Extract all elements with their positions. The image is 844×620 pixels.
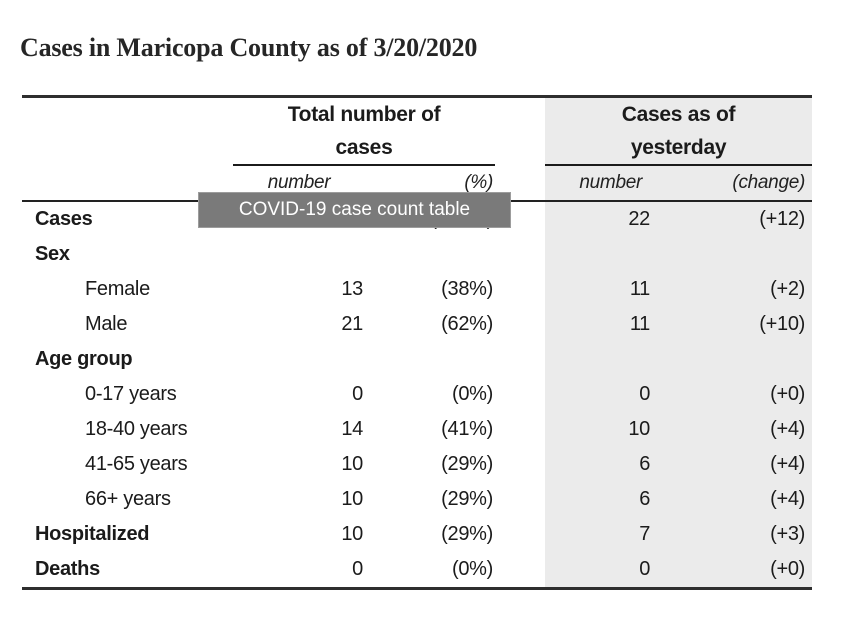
table-row-hospitalized: Hospitalized 10 (29%) 7 (+3)	[22, 517, 813, 552]
covid-cases-table[interactable]: Total number of cases Cases as of yester…	[22, 95, 813, 590]
column-gap	[495, 517, 545, 552]
cell-yesterday-change	[650, 342, 813, 377]
cell-yesterday-change: (+4)	[650, 482, 813, 517]
row-label: Female	[85, 278, 150, 300]
row-label: Deaths	[35, 558, 100, 580]
cell-yesterday-number	[545, 237, 651, 272]
column-gap	[495, 447, 545, 482]
column-gap	[495, 377, 545, 412]
table-row-age-group: Age group	[22, 342, 813, 377]
cases-table: Total number of cases Cases as of yester…	[22, 95, 813, 590]
column-gap	[495, 412, 545, 447]
table-row-66-plus-years: 66+ years 10 (29%) 6 (+4)	[22, 482, 813, 517]
cell-total-number	[233, 342, 365, 377]
row-label: 41-65 years	[85, 453, 188, 475]
row-label: Hospitalized	[35, 523, 150, 545]
cell-yesterday-change: (+4)	[650, 412, 813, 447]
empty-corner-cell	[22, 97, 233, 166]
cell-total-number: 10	[341, 488, 363, 510]
subheader-yesterday-change: (change)	[650, 165, 813, 202]
row-label: Age group	[35, 348, 133, 370]
row-label: 18-40 years	[85, 418, 188, 440]
cell-yesterday-change: (+10)	[650, 307, 813, 342]
cell-yesterday-number: 11	[545, 272, 650, 307]
cell-yesterday-number	[545, 342, 651, 377]
cell-total-pct: (62%)	[441, 313, 494, 335]
cell-yesterday-change: (+12)	[650, 201, 813, 237]
table-row-cases: Cases 34 (100%) 22 (+12)	[22, 201, 813, 237]
cell-total-number: 0	[352, 383, 363, 405]
cell-yesterday-number: 6	[545, 447, 650, 482]
cell-total-pct: (29%)	[441, 523, 494, 545]
column-gap	[495, 272, 545, 307]
row-label: Cases	[35, 208, 93, 230]
cell-yesterday-change: (+4)	[650, 447, 813, 482]
cell-total-pct	[365, 342, 495, 377]
cell-yesterday-number: 7	[545, 517, 650, 552]
column-gap	[495, 482, 545, 517]
cell-yesterday-number: 0	[545, 552, 650, 589]
hover-tooltip: COVID-19 case count table	[198, 192, 511, 228]
empty-corner-cell	[22, 165, 233, 202]
cell-yesterday-change: (+0)	[650, 552, 813, 589]
column-gap	[495, 307, 545, 342]
cell-total-number	[233, 237, 365, 272]
cell-yesterday-number: 11	[545, 307, 650, 342]
cell-yesterday-change: (+0)	[650, 377, 813, 412]
cell-total-pct: (0%)	[451, 558, 494, 580]
cell-yesterday-change: (+3)	[650, 517, 813, 552]
row-label: Male	[85, 313, 128, 335]
cell-yesterday-change	[650, 237, 813, 272]
group-header-row: Total number of cases Cases as of yester…	[22, 96, 813, 166]
group-header-yesterday-line1: Cases as of	[621, 103, 736, 126]
group-header-yesterday-line2: yesterday	[630, 136, 727, 159]
page-title: Cases in Maricopa County as of 3/20/2020	[20, 33, 478, 62]
cell-total-pct: (0%)	[451, 383, 494, 405]
row-label: 66+ years	[85, 488, 171, 510]
row-label: 0-17 years	[85, 383, 177, 405]
cell-total-number: 10	[341, 523, 363, 545]
column-gap	[495, 237, 545, 272]
cell-yesterday-number: 10	[545, 412, 650, 447]
cell-yesterday-change: (+2)	[650, 272, 813, 307]
column-group-header-total: Total number of cases	[233, 96, 496, 166]
cell-total-number: 0	[352, 558, 363, 580]
cell-total-pct	[365, 237, 495, 272]
cell-total-pct: (41%)	[441, 418, 494, 440]
table-row-0-17-years: 0-17 years 0 (0%) 0 (+0)	[22, 377, 813, 412]
column-gap	[495, 342, 545, 377]
group-header-total-line1: Total number of	[287, 103, 441, 126]
cell-yesterday-number: 0	[545, 377, 650, 412]
cell-total-number: 21	[341, 313, 363, 335]
table-row-deaths: Deaths 0 (0%) 0 (+0)	[22, 552, 813, 589]
row-label: Sex	[35, 243, 70, 265]
table-row-female: Female 13 (38%) 11 (+2)	[22, 272, 813, 307]
column-group-header-yesterday: Cases as of yesterday	[545, 96, 813, 166]
table-row-41-65-years: 41-65 years 10 (29%) 6 (+4)	[22, 447, 813, 482]
cell-total-pct: (29%)	[441, 453, 494, 475]
cell-total-number: 13	[341, 278, 363, 300]
table-row-18-40-years: 18-40 years 14 (41%) 10 (+4)	[22, 412, 813, 447]
cell-total-pct: (29%)	[441, 488, 494, 510]
column-gap	[495, 552, 545, 589]
cell-yesterday-number: 22	[545, 201, 650, 237]
column-gap	[495, 97, 545, 166]
subheader-yesterday-number: number	[545, 165, 651, 202]
table-row-sex: Sex	[22, 237, 813, 272]
cell-yesterday-number: 6	[545, 482, 650, 517]
table-row-male: Male 21 (62%) 11 (+10)	[22, 307, 813, 342]
cell-total-number: 10	[341, 453, 363, 475]
cell-total-pct: (38%)	[441, 278, 494, 300]
group-header-total-line2: cases	[335, 136, 393, 159]
cell-total-number: 14	[341, 418, 363, 440]
sub-header-row: number (%) number (change)	[22, 165, 813, 202]
